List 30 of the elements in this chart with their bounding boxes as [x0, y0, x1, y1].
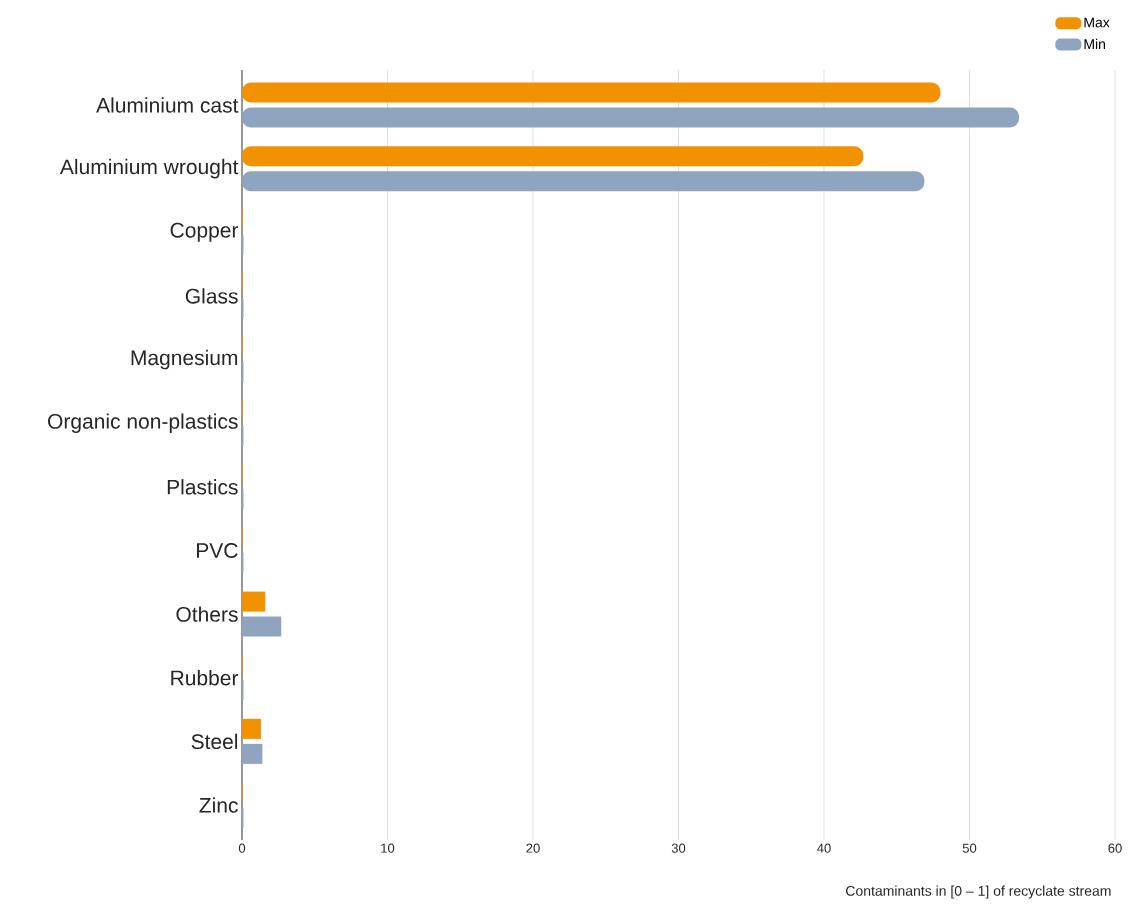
bar [242, 718, 261, 739]
x-tick-label: 10 [381, 843, 395, 853]
y-tick-label: Steel [191, 733, 238, 750]
x-tick-label: 50 [962, 843, 977, 853]
legend-label: Min [1084, 38, 1106, 49]
x-tick-label: 40 [817, 843, 831, 853]
y-tick-label: Magnesium [131, 349, 238, 370]
legend-label: Max [1084, 17, 1110, 28]
bar [242, 591, 266, 612]
x-axis-title: Contaminants in [0 – 1] of recyclate stream [846, 885, 1111, 899]
bar [242, 107, 1019, 128]
y-tick-label: Organic non-plastics [48, 413, 238, 433]
x-tick-label: 30 [671, 843, 686, 853]
y-tick-label: Aluminium cast [96, 97, 239, 113]
y-tick-label: Plastics [167, 479, 238, 495]
bar [242, 171, 925, 192]
bar [242, 146, 864, 167]
y-tick-label: PVC [197, 543, 238, 558]
x-tick-label: 0 [238, 843, 246, 853]
y-tick-label: Rubber [171, 670, 239, 686]
x-tick-label: 60 [1108, 843, 1122, 853]
x-tick-label: 20 [526, 843, 540, 853]
y-tick-label: Aluminium wrought [59, 158, 239, 179]
y-tick-label: Zinc [199, 797, 238, 813]
y-tick-label: Copper [170, 222, 239, 242]
y-tick-label: Glass [185, 288, 238, 304]
y-tick-label: Others [176, 606, 238, 622]
bar [242, 743, 263, 764]
bar [242, 82, 941, 103]
bar [242, 616, 282, 637]
